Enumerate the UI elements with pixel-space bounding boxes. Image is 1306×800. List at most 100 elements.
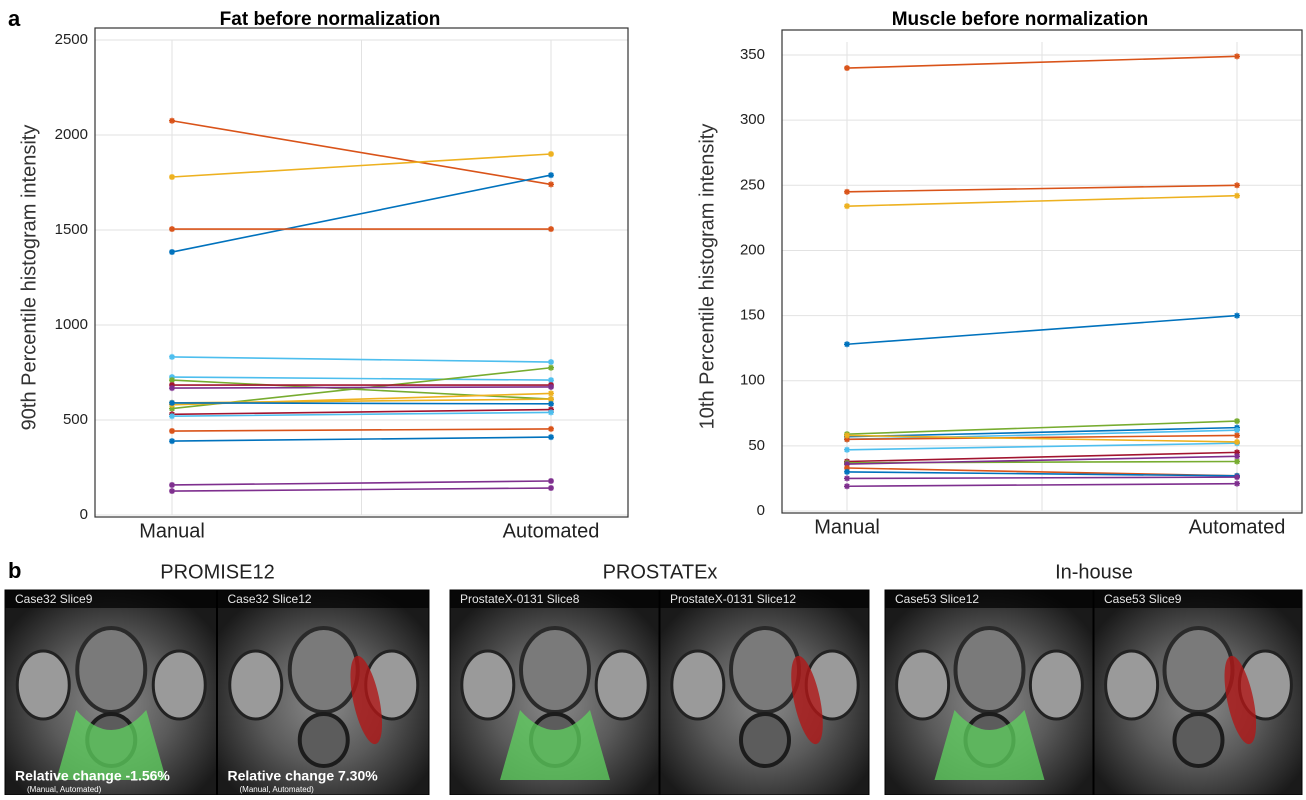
data-point: [1234, 432, 1240, 438]
anatomy: [956, 628, 1024, 712]
data-point: [1234, 427, 1240, 433]
figure: a b Fat before normalization 90th Percent…: [0, 0, 1306, 795]
data-point: [548, 409, 554, 415]
anatomy: [462, 651, 514, 719]
y-tick-label: 2000: [55, 126, 88, 143]
anatomy: [731, 628, 799, 712]
data-point: [1234, 481, 1240, 487]
y-tick-label: 1000: [55, 316, 88, 333]
anatomy: [290, 628, 358, 712]
anatomy: [741, 714, 789, 766]
series-line: [172, 429, 551, 431]
y-tick-label: 500: [63, 411, 88, 428]
y-tick-label: 150: [740, 307, 765, 324]
y-tick-label: 2500: [55, 31, 88, 48]
data-point: [169, 385, 175, 391]
data-point: [844, 469, 850, 475]
anatomy: [1030, 651, 1082, 719]
data-point: [844, 65, 850, 71]
data-point: [844, 341, 850, 347]
y-tick-label: 300: [740, 111, 765, 128]
y-tick-label: 50: [748, 437, 765, 454]
data-point: [548, 226, 554, 232]
data-point: [548, 151, 554, 157]
image-label: Case53 Slice12: [895, 592, 979, 606]
data-point: [548, 390, 554, 396]
data-point: [1234, 453, 1240, 459]
image-label: Case32 Slice9: [15, 592, 93, 606]
data-point: [169, 488, 175, 494]
data-point: [1234, 53, 1240, 59]
relative-change: Relative change 7.30%: [228, 768, 379, 784]
data-point: [1234, 193, 1240, 199]
data-point: [169, 174, 175, 180]
data-point: [1234, 474, 1240, 480]
anatomy: [672, 651, 724, 719]
data-point: [169, 226, 175, 232]
x-tick-label: Automated: [1189, 516, 1286, 538]
x-tick-label: Automated: [503, 520, 600, 542]
anatomy: [1175, 714, 1223, 766]
data-point: [844, 475, 850, 481]
image-label: ProstateX-0131 Slice8: [460, 592, 580, 606]
anatomy: [521, 628, 589, 712]
series-line: [847, 477, 1237, 478]
anatomy: [1165, 628, 1233, 712]
y-tick-label: 100: [740, 372, 765, 389]
panel-label: b: [8, 558, 21, 583]
data-point: [548, 401, 554, 407]
group-title: PROSTATEx: [603, 561, 718, 583]
data-point: [844, 203, 850, 209]
series-line: [172, 403, 551, 404]
anatomy: [17, 651, 69, 719]
anatomy: [1106, 651, 1158, 719]
image-label: Case53 Slice9: [1104, 592, 1182, 606]
anatomy: [230, 651, 282, 719]
relative-change-sub: (Manual, Automated): [27, 785, 102, 794]
y-axis-label: 90th Percentile histogram intensity: [18, 125, 40, 431]
data-point: [1234, 458, 1240, 464]
y-tick-label: 1500: [55, 221, 88, 238]
series-line: [172, 387, 551, 388]
data-point: [169, 354, 175, 360]
group-title: PROMISE12: [160, 561, 274, 583]
chart-title: Fat before normalization: [220, 9, 441, 30]
group-title: In-house: [1055, 561, 1133, 583]
y-axis-label: 10th Percentile histogram intensity: [696, 124, 718, 430]
y-tick-label: 350: [740, 46, 765, 63]
anatomy: [596, 651, 648, 719]
data-point: [1234, 418, 1240, 424]
data-point: [1234, 182, 1240, 188]
data-point: [169, 400, 175, 406]
x-tick-label: Manual: [814, 516, 880, 538]
data-point: [169, 438, 175, 444]
data-point: [169, 413, 175, 419]
data-point: [1234, 313, 1240, 319]
anatomy: [897, 651, 949, 719]
panel-label: a: [8, 6, 21, 31]
data-point: [548, 426, 554, 432]
data-point: [548, 478, 554, 484]
data-point: [548, 434, 554, 440]
chart-title: Muscle before normalization: [892, 9, 1149, 30]
relative-change: Relative change -1.56%: [15, 768, 170, 784]
anatomy: [77, 628, 145, 712]
data-point: [548, 384, 554, 390]
data-point: [548, 365, 554, 371]
y-tick-label: 200: [740, 241, 765, 258]
data-point: [169, 118, 175, 124]
x-tick-label: Manual: [139, 520, 205, 542]
relative-change-sub: (Manual, Automated): [240, 785, 315, 794]
y-tick-label: 0: [80, 506, 88, 523]
y-tick-label: 250: [740, 176, 765, 193]
anatomy: [153, 651, 205, 719]
data-point: [844, 447, 850, 453]
data-point: [169, 249, 175, 255]
data-point: [548, 172, 554, 178]
data-point: [844, 483, 850, 489]
data-point: [169, 482, 175, 488]
data-point: [548, 181, 554, 187]
data-point: [844, 432, 850, 438]
data-point: [169, 428, 175, 434]
data-point: [548, 359, 554, 365]
